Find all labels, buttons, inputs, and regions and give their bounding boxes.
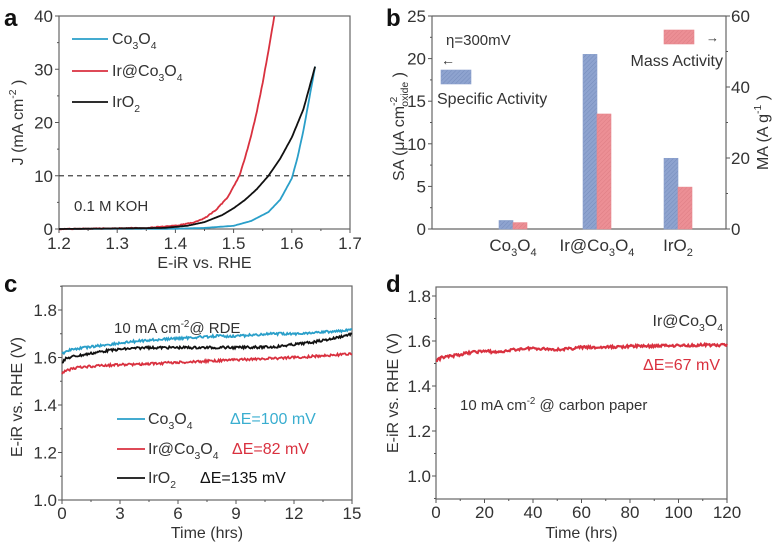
bar-specific-activity: [663, 157, 679, 230]
legend-label-sa: Specific Activity: [437, 91, 547, 108]
y-axis-label: E-iR vs. RHE (V): [9, 337, 26, 457]
sample-label: Ir@Co3O4: [653, 313, 724, 334]
y-tick-label: 15: [407, 92, 426, 111]
x-axis-label: Time (hrs): [545, 525, 617, 542]
current-density-annotation: 10 mA cm-2@ RDE: [114, 319, 240, 337]
x-tick-label: 15: [343, 504, 362, 523]
x-tick-label: 120: [713, 503, 741, 522]
panel-letter-a: a: [4, 5, 18, 32]
legend: Co3O4 ΔE=100 mV Ir@Co3O4 ΔE=82 mV IrO2 ΔE=135…: [117, 411, 316, 491]
y-right-tick-label: 40: [731, 78, 750, 97]
panel-b-activity-bar-chart: 0 5 10 15 20 25 0 20 40 60 Co3O4 Ir@Co3O4 IrO2 η=300m…: [389, 7, 772, 259]
y-tick-label: 20: [407, 50, 426, 69]
panel-d-stability-carbon-paper-chart: 0 20 40 60 80 100 120 1.0 1.2 1.4 1.6 1.8 Ir@Co3O4 ΔE…: [385, 286, 741, 542]
y-right-tick-label: 0: [731, 220, 740, 239]
legend-label: IrO2: [112, 94, 140, 115]
legend-label: Co3O4: [148, 411, 193, 432]
y-axis-label-sa: SA (μA cm-2oxide ): [389, 72, 411, 181]
legend-label: IrO2: [148, 470, 176, 491]
panel-a-polarization-chart: 1.2 1.3 1.4 1.5 1.6 1.7 0 10 20 30 40 0.1 M KOH Co3O…: [8, 7, 362, 272]
x-category-label: Co3O4: [489, 236, 536, 259]
x-category-label: IrO2: [663, 236, 693, 259]
series-line-ir-at-co3o4: [61, 351, 353, 375]
x-tick-label: 6: [173, 504, 182, 523]
x-tick-label: 100: [664, 503, 692, 522]
y-tick-label: 1.0: [33, 491, 57, 510]
bar-mass-activity: [677, 186, 693, 230]
delta-e-label: ΔE=135 mV: [200, 470, 286, 487]
x-tick-label: 20: [475, 503, 494, 522]
x-category-label: Ir@Co3O4: [560, 236, 635, 259]
current-density-annotation: 10 mA cm-2 @ carbon paper: [460, 396, 647, 414]
y-tick-label: 1.2: [407, 422, 431, 441]
bar-specific-activity: [582, 54, 598, 230]
delta-e-label: ΔE=82 mV: [232, 441, 309, 458]
y-tick-label: 1.4: [407, 377, 431, 396]
series-line-ir-at-co3o4: [435, 341, 728, 363]
series-line-co3o4: [61, 327, 353, 356]
panel-c-stability-rde-chart: 0 3 6 9 12 15 1.0 1.2 1.4 1.6 1.8 10 mA cm-2@ RDE Co…: [9, 285, 362, 542]
panel-letter-c: c: [4, 271, 17, 298]
electrolyte-annotation: 0.1 M KOH: [74, 198, 148, 215]
y-right-tick-label: 20: [731, 149, 750, 168]
y-tick-label: 1.6: [407, 332, 431, 351]
y-tick-label: 1.2: [33, 444, 57, 463]
legend: Co3O4 Ir@Co3O4 IrO2: [72, 31, 183, 115]
x-axis-label: Time (hrs): [171, 525, 243, 542]
y-tick-label: 1.8: [407, 287, 431, 306]
left-arrow-icon: ←: [441, 52, 455, 68]
x-tick-label: 9: [231, 504, 240, 523]
legend-label-ma: Mass Activity: [631, 53, 723, 70]
y-tick-label: 0: [417, 220, 426, 239]
x-tick-label: 60: [572, 503, 591, 522]
legend-label: Ir@Co3O4: [148, 441, 219, 462]
x-tick-label: 12: [285, 504, 304, 523]
y-axis-label-ma: MA (A g-1 ): [753, 95, 772, 170]
series-line-iro2: [61, 332, 353, 364]
delta-e-label: ΔE=67 mV: [643, 357, 720, 374]
overpotential-annotation: η=300mV: [446, 32, 511, 49]
x-tick-label: 3: [115, 504, 124, 523]
right-arrow-icon: →: [706, 30, 719, 45]
x-tick-label: 1.2: [47, 234, 71, 253]
series-line-iro2: [59, 66, 316, 230]
y-tick-label: 1.0: [407, 467, 431, 486]
bar-mass-activity: [596, 113, 612, 230]
legend-label: Co3O4: [112, 31, 157, 52]
y-tick-label: 10: [34, 167, 53, 186]
x-tick-label: 1.7: [338, 234, 362, 253]
x-tick-label: 1.3: [105, 234, 129, 253]
x-tick-label: 1.6: [280, 234, 304, 253]
x-tick-label: 1.5: [222, 234, 246, 253]
x-tick-label: 40: [524, 503, 543, 522]
y-axis-label: J (mA cm-2 ): [8, 80, 27, 166]
x-tick-label: 80: [621, 503, 640, 522]
bar-specific-activity: [498, 220, 514, 230]
y-tick-label: 1.4: [33, 396, 57, 415]
legend-swatch-ma: [663, 29, 695, 45]
y-tick-label: 0: [44, 220, 53, 239]
y-right-tick-label: 60: [731, 7, 750, 26]
y-tick-label: 40: [34, 7, 53, 26]
y-tick-label: 25: [407, 7, 426, 26]
y-tick-label: 5: [417, 177, 426, 196]
y-tick-label: 1.6: [33, 349, 57, 368]
panel-letter-d: d: [386, 271, 401, 298]
x-tick-label: 0: [57, 504, 66, 523]
y-tick-label: 1.8: [33, 301, 57, 320]
x-axis-label: E-iR vs. RHE: [157, 255, 251, 272]
y-tick-label: 20: [34, 114, 53, 133]
panel-letter-b: b: [386, 5, 401, 32]
x-tick-label: 1.4: [164, 234, 188, 253]
bar-mass-activity: [512, 222, 528, 230]
y-tick-label: 30: [34, 60, 53, 79]
x-tick-label: 0: [431, 503, 440, 522]
y-tick-label: 10: [407, 135, 426, 154]
legend-swatch-sa: [440, 69, 472, 85]
plot-frame: [61, 285, 353, 501]
delta-e-label: ΔE=100 mV: [230, 411, 316, 428]
legend-label: Ir@Co3O4: [112, 63, 183, 84]
y-axis-label: E-iR vs. RHE (V): [385, 333, 402, 453]
